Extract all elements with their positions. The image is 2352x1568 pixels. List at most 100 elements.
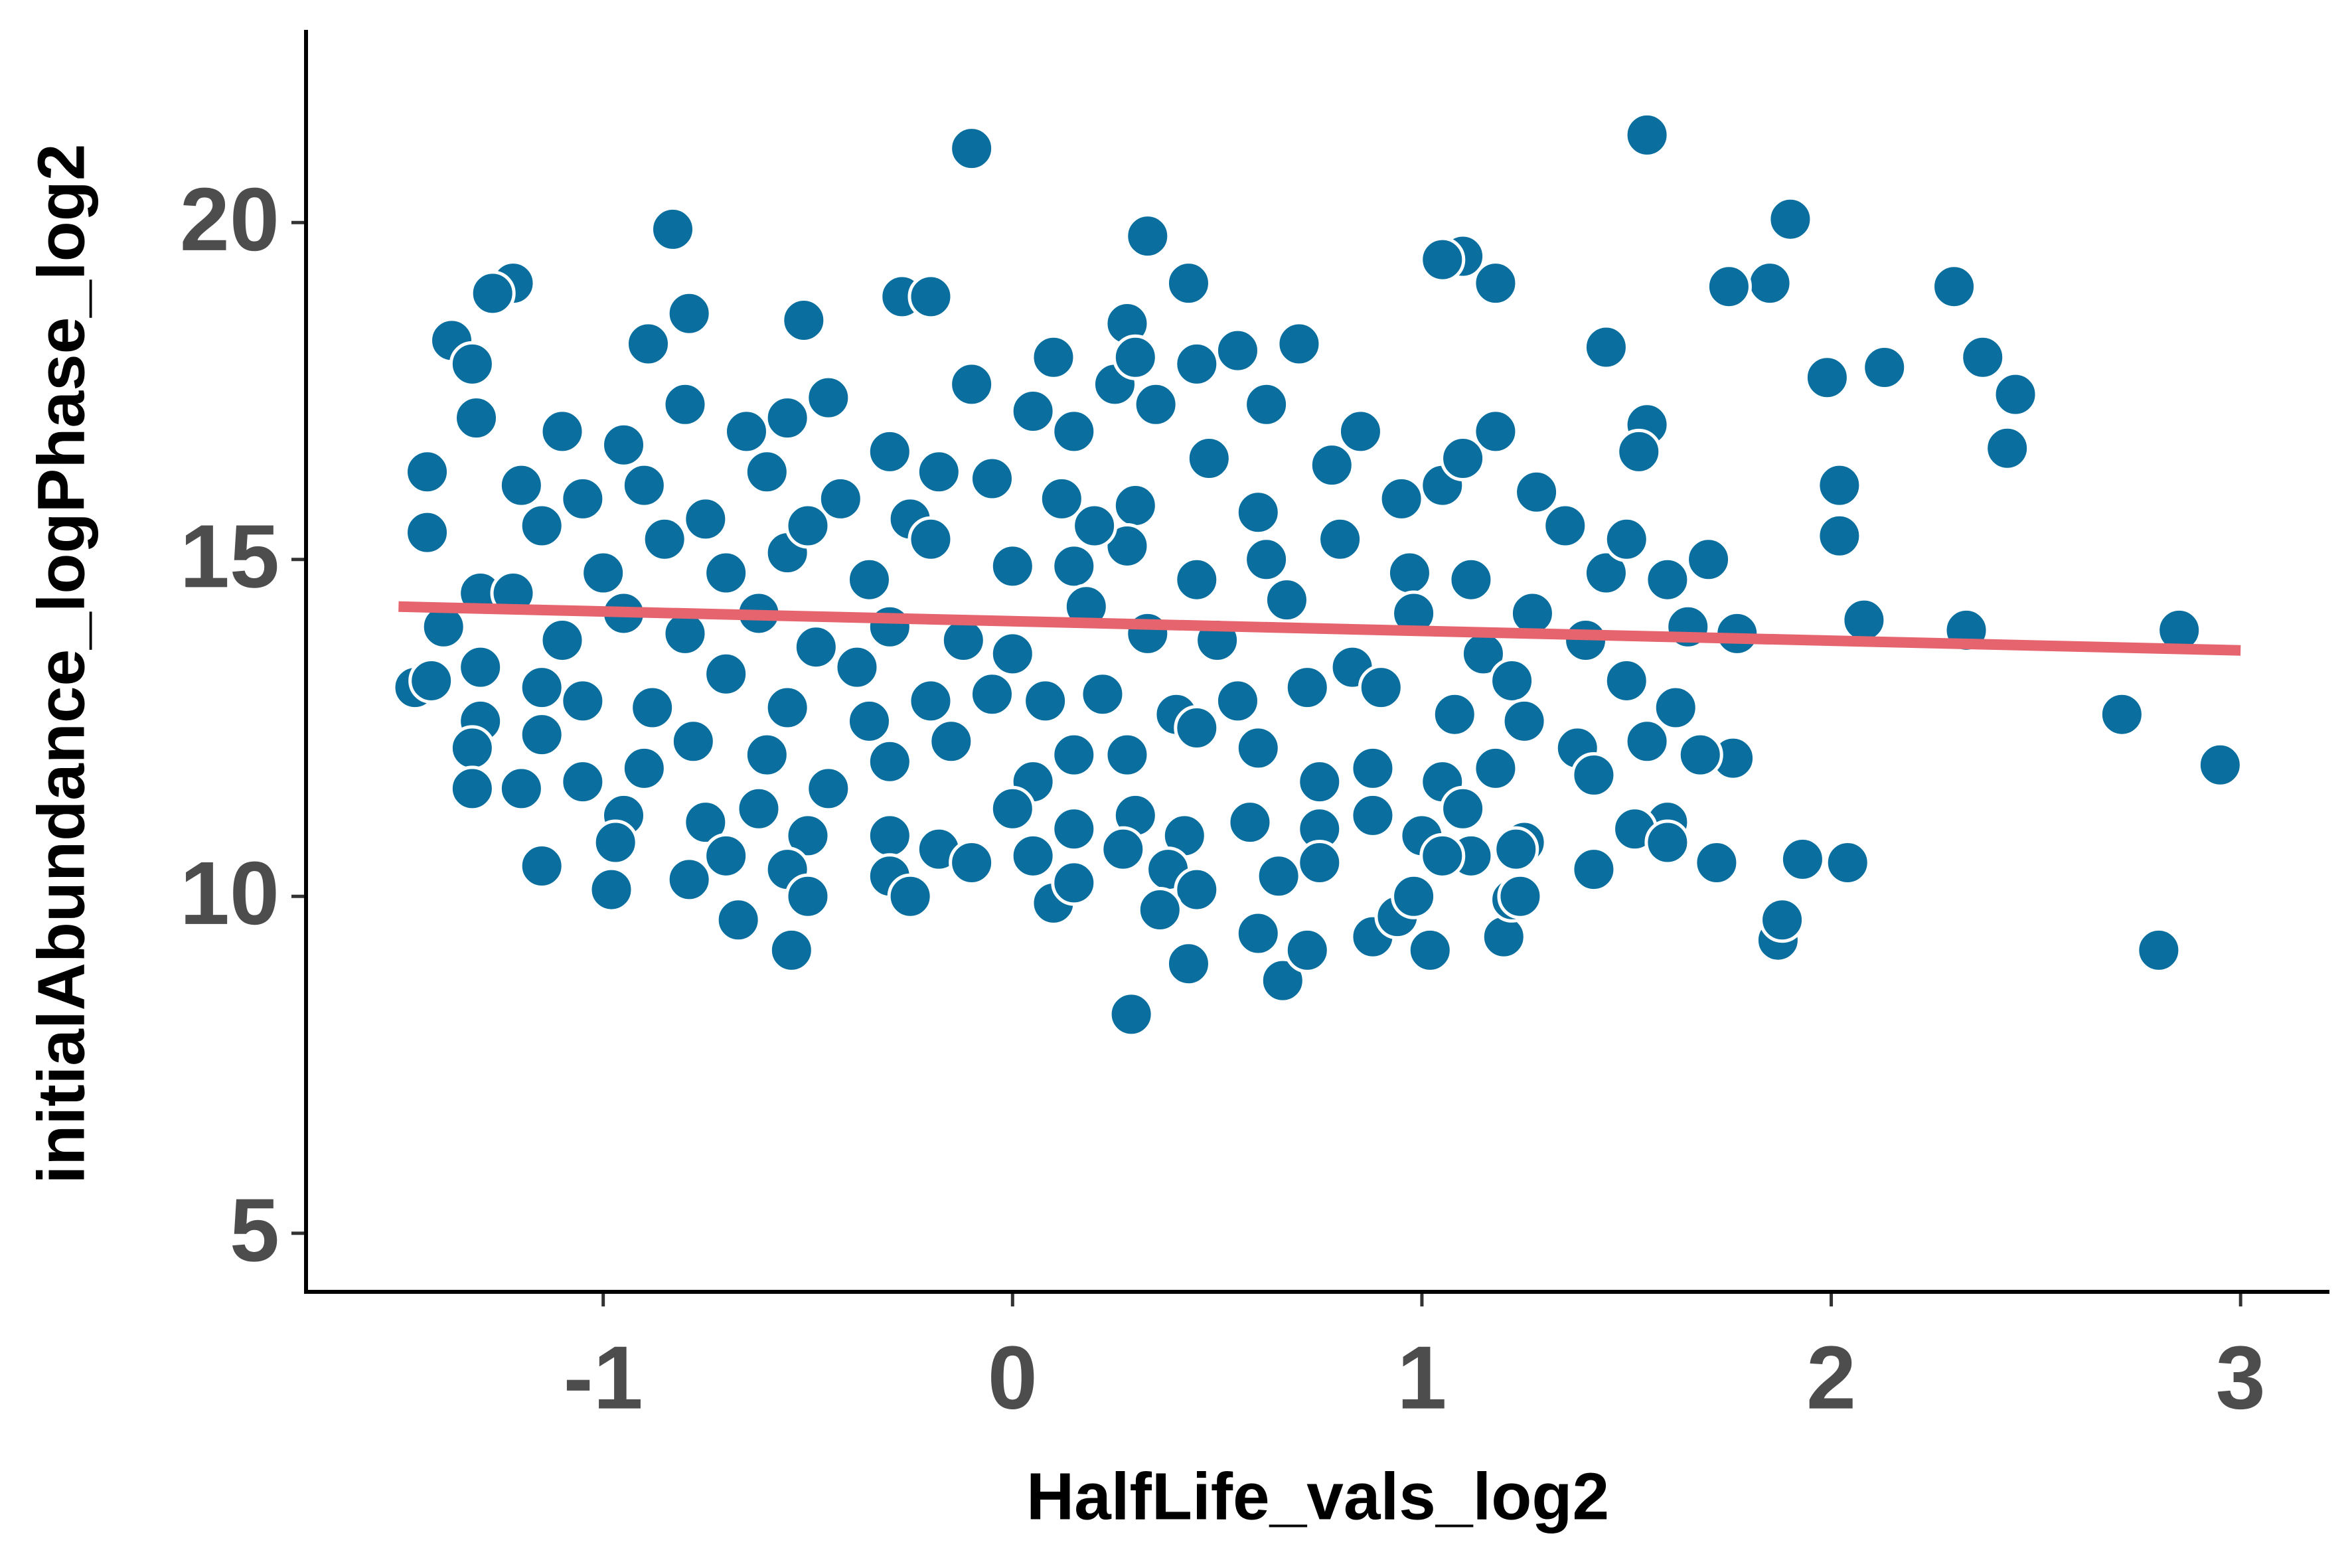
point xyxy=(1227,799,1273,846)
point xyxy=(1284,927,1330,973)
point xyxy=(1125,610,1171,657)
point xyxy=(1214,678,1261,724)
point xyxy=(1022,678,1069,724)
point xyxy=(1108,991,1154,1038)
point xyxy=(449,341,495,387)
point xyxy=(846,698,892,744)
point xyxy=(907,274,954,320)
point xyxy=(846,556,892,603)
x-tick-label: 0 xyxy=(988,1328,1038,1428)
y-tick-label: 10 xyxy=(180,843,279,943)
point xyxy=(1747,260,1793,307)
point xyxy=(1255,853,1302,900)
point xyxy=(949,839,995,886)
point xyxy=(1125,213,1171,260)
point xyxy=(662,381,708,428)
point xyxy=(1652,684,1699,731)
point xyxy=(866,813,913,859)
x-tick-label: 3 xyxy=(2216,1328,2266,1428)
point xyxy=(744,732,790,778)
point xyxy=(1448,556,1494,603)
point xyxy=(498,462,544,509)
point xyxy=(817,475,864,522)
point xyxy=(1051,543,1097,589)
point xyxy=(666,290,712,337)
point xyxy=(560,678,606,724)
point xyxy=(518,843,565,890)
point xyxy=(1824,839,1871,886)
point xyxy=(1472,745,1519,791)
point xyxy=(781,297,827,343)
point xyxy=(580,550,627,596)
point xyxy=(1644,556,1691,603)
y-tick-label: 15 xyxy=(180,506,279,606)
point xyxy=(2136,927,2182,973)
point xyxy=(764,395,811,441)
point xyxy=(601,422,647,468)
point xyxy=(670,718,716,765)
x-tick-label: 1 xyxy=(1397,1328,1447,1428)
point xyxy=(498,765,544,812)
point xyxy=(1133,381,1179,428)
point xyxy=(560,759,606,805)
point xyxy=(592,819,639,866)
point xyxy=(1378,475,1425,522)
point xyxy=(1174,556,1220,603)
point xyxy=(1514,469,1560,515)
point xyxy=(629,684,676,731)
point xyxy=(1386,550,1433,596)
point xyxy=(1497,873,1543,919)
point xyxy=(682,799,729,846)
point xyxy=(1440,435,1486,482)
point xyxy=(1624,112,1670,158)
point xyxy=(969,455,1015,502)
point xyxy=(866,428,913,475)
point xyxy=(1984,425,2031,471)
point xyxy=(1358,665,1404,711)
point xyxy=(1296,839,1343,886)
point xyxy=(949,125,995,172)
point xyxy=(1030,334,1077,380)
point xyxy=(1440,785,1486,832)
point xyxy=(1174,866,1220,913)
point xyxy=(1051,732,1097,778)
point xyxy=(1472,408,1519,455)
point xyxy=(1779,836,1826,882)
point xyxy=(915,449,962,495)
point xyxy=(666,856,712,903)
point xyxy=(703,651,749,697)
point xyxy=(1235,725,1281,771)
point xyxy=(1350,792,1396,838)
point xyxy=(469,270,516,317)
point xyxy=(1071,503,1118,549)
point xyxy=(793,624,839,670)
point xyxy=(1816,512,1863,559)
point xyxy=(887,873,933,919)
point xyxy=(449,725,495,771)
point xyxy=(539,408,586,455)
point xyxy=(1583,324,1629,370)
x-tick-label: -1 xyxy=(564,1328,643,1428)
point xyxy=(1259,957,1306,1004)
point xyxy=(1051,408,1097,455)
point xyxy=(625,321,672,367)
point xyxy=(621,462,667,509)
point xyxy=(1137,887,1183,933)
point xyxy=(989,785,1036,832)
point xyxy=(404,509,451,556)
point xyxy=(1051,860,1097,906)
point xyxy=(768,927,815,973)
point xyxy=(1759,897,1806,943)
point xyxy=(1165,941,1212,987)
point xyxy=(1010,832,1056,879)
point xyxy=(449,765,495,812)
point xyxy=(1571,846,1617,893)
x-axis-title: HalfLife_vals_log2 xyxy=(1026,1459,1609,1533)
point xyxy=(457,644,504,690)
point xyxy=(989,543,1036,589)
point xyxy=(1816,462,1863,509)
point xyxy=(1337,408,1383,455)
point xyxy=(989,631,1036,677)
point xyxy=(1407,927,1453,973)
